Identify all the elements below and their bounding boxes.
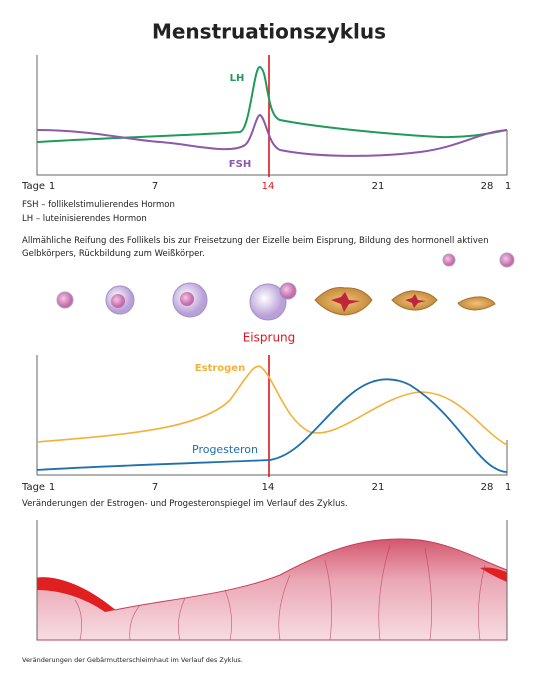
series-label: LH xyxy=(230,73,245,84)
x-tick: 28 xyxy=(481,181,494,192)
series-label: Progesteron xyxy=(192,443,258,456)
axes xyxy=(36,55,508,176)
legend-entry: FSH – follikelstimulierendes Hormon xyxy=(22,200,175,210)
estrogen-curve xyxy=(36,365,508,446)
series-label: Estrogen xyxy=(195,363,245,374)
steroid-caption: Veränderungen der Estrogen- und Progeste… xyxy=(22,499,348,509)
x-tick: 14 xyxy=(262,181,275,192)
axes xyxy=(36,355,508,476)
x-tick: 1 xyxy=(505,181,511,192)
x-tick: 1 xyxy=(505,482,511,493)
x-tick: 1 xyxy=(49,181,55,192)
follicle-stages xyxy=(56,252,515,321)
x-label: Tage xyxy=(21,181,45,192)
endometrium-caption: Veränderungen der Gebärmutterschleimhaut… xyxy=(22,656,243,664)
hormone-chart: LH FSH Tage 1 7 14 21 28 1 xyxy=(21,55,511,192)
x-label: Tage xyxy=(21,482,45,493)
x-tick: 1 xyxy=(49,482,55,493)
endometrium xyxy=(36,520,508,641)
x-tick: 7 xyxy=(152,181,158,192)
steroid-chart: Estrogen Progesteron Tage 1 7 14 21 28 1 xyxy=(21,355,511,493)
x-tick: 21 xyxy=(372,482,385,493)
lh-curve xyxy=(36,65,508,143)
x-tick: 28 xyxy=(481,482,494,493)
legend-entry: LH – luteinisierendes Hormon xyxy=(22,214,147,224)
progesterone-curve xyxy=(36,378,508,473)
title: Menstruationszyklus xyxy=(152,20,386,44)
x-tick: 21 xyxy=(372,181,385,192)
series-label: FSH xyxy=(229,159,251,170)
ovulation-label: Eisprung xyxy=(243,331,296,345)
follicle-caption: Allmähliche Reifung des Follikels bis zu… xyxy=(22,236,489,259)
fsh-curve xyxy=(36,113,508,157)
x-tick: 14 xyxy=(262,482,275,493)
x-tick: 7 xyxy=(152,482,158,493)
